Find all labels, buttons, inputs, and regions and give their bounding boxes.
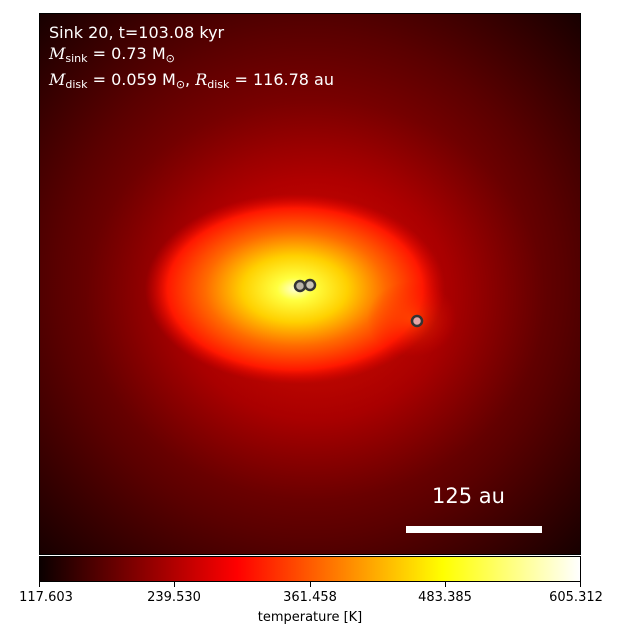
scale-bar-label: 125 au <box>432 484 505 508</box>
colorbar-tick-label: 361.458 <box>283 590 337 605</box>
colorbar-tick <box>445 582 446 587</box>
msink-value: = 0.73 M <box>87 44 166 63</box>
colorbar-tick <box>580 582 581 587</box>
colorbar-tick-label: 483.385 <box>418 590 472 605</box>
temperature-map-panel: Sink 20, t=103.08 kyr Msink = 0.73 M⊙ Md… <box>39 13 581 555</box>
scale-bar <box>406 526 542 533</box>
temperature-colorbar <box>39 556 581 582</box>
mdisk-value: = 0.059 M <box>87 70 176 89</box>
sink-mass-label: Msink = 0.73 M⊙ <box>49 43 334 69</box>
msink-symbol: M <box>49 44 66 63</box>
mdisk-unit-subscript: ⊙ <box>175 78 186 91</box>
colorbar-tick <box>39 582 40 587</box>
rdisk-subscript: disk <box>207 78 230 91</box>
sink-a-marker <box>293 279 307 293</box>
sink-c-marker <box>410 314 424 328</box>
colorbar-tick-label: 117.603 <box>19 590 73 605</box>
disk-properties-label: Mdisk = 0.059 M⊙, Rdisk = 116.78 au <box>49 69 334 95</box>
sink-b-marker <box>303 278 317 292</box>
rdisk-value: = 116.78 au <box>229 70 334 89</box>
msink-subscript: sink <box>65 52 88 65</box>
temperature-heatmap <box>40 14 580 554</box>
disk-separator: , <box>185 70 196 89</box>
colorbar-tick-label: 239.530 <box>147 590 201 605</box>
colorbar-title: temperature [K] <box>257 610 363 625</box>
mdisk-subscript: disk <box>65 78 88 91</box>
sink-info-annotation: Sink 20, t=103.08 kyr Msink = 0.73 M⊙ Md… <box>49 22 334 95</box>
colorbar-gradient <box>40 557 580 581</box>
colorbar-tick <box>174 582 175 587</box>
rdisk-symbol: R <box>195 70 208 89</box>
colorbar-tick-label: 605.312 <box>549 590 603 605</box>
msink-unit-subscript: ⊙ <box>165 52 175 65</box>
sink-time-label: Sink 20, t=103.08 kyr <box>49 23 225 42</box>
colorbar-tick <box>310 582 311 587</box>
mdisk-symbol: M <box>49 70 66 89</box>
